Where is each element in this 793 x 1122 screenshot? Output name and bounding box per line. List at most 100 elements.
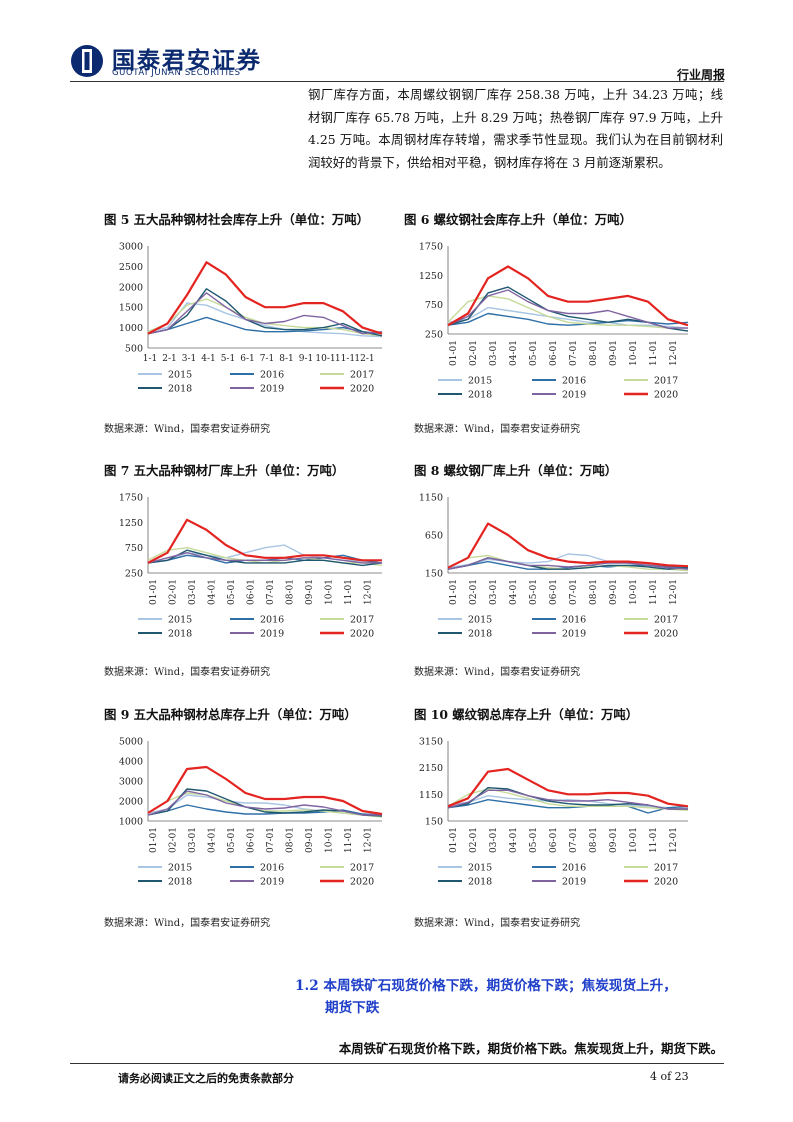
x-tick-label: 11-01 xyxy=(649,827,659,853)
y-tick-label: 1250 xyxy=(419,271,443,282)
legend-label-2019: 2019 xyxy=(562,390,586,401)
legend-label-2020: 2020 xyxy=(654,877,678,888)
x-tick-label: 11-01 xyxy=(649,579,659,605)
y-tick-label: 250 xyxy=(425,330,443,341)
chart-svg: 1750 1250 750 250 01-01 02-01 03-01 04-01 05-01 0… xyxy=(119,493,383,640)
section-heading: 1.2 本周铁矿石现货价格下跌，期货价格下跌；焦炭现货上升， 期货下跌 xyxy=(295,975,725,1019)
series-line-2020 xyxy=(147,765,383,816)
x-tick-label: 02-01 xyxy=(469,827,479,853)
legend-label-2018: 2018 xyxy=(168,877,192,888)
y-tick-label: 2500 xyxy=(119,262,143,273)
chart-svg: 3150 2150 1150 150 01-01 02-01 03-01 04-01 05-01… xyxy=(419,737,689,888)
series-line-2019 xyxy=(447,789,688,810)
x-tick-label: 04-01 xyxy=(208,579,218,605)
x-tick-label: 3-1 xyxy=(182,354,197,364)
figure-9-chart: 5000 4000 3000 2000 1000 01-01 02-01 03-01 04-01… xyxy=(104,731,394,901)
legend-label-2020: 2020 xyxy=(654,390,678,401)
legend-label-2017: 2017 xyxy=(350,615,374,626)
section-heading-line2: 期货下跌 xyxy=(325,1000,380,1016)
y-tick-label: 150 xyxy=(425,817,443,828)
chart-svg: 1150 650 150 01-01 02-01 03-01 04-01 05-01 06-01… xyxy=(419,493,689,640)
y-tick-label: 1750 xyxy=(119,493,143,504)
legend-label-2017: 2017 xyxy=(350,370,374,381)
x-tick-label: 4-1 xyxy=(201,354,216,364)
legend-label-2020: 2020 xyxy=(350,384,374,395)
x-tick-label: 01-01 xyxy=(449,340,459,366)
figure-10-source: 数据来源：Wind，国泰君安证券研究 xyxy=(414,918,581,929)
x-tick-label: 03-01 xyxy=(188,827,198,853)
x-tick-label: 02-01 xyxy=(469,579,479,605)
x-tick-label: 10-01 xyxy=(325,579,335,605)
x-tick-label: 09-01 xyxy=(609,340,619,366)
legend-label-2019: 2019 xyxy=(562,877,586,888)
series-line-2016 xyxy=(147,804,383,816)
y-tick-label: 5000 xyxy=(119,737,143,748)
x-tick-label: 09-01 xyxy=(609,827,619,853)
x-tick-label: 8-1 xyxy=(279,354,294,364)
x-tick-label: 06-01 xyxy=(247,827,257,853)
legend-label-2016: 2016 xyxy=(260,863,284,874)
figure-10-title: 图 10 螺纹钢总库存上升（单位：万吨） xyxy=(414,707,639,722)
x-tick-label: 02-01 xyxy=(169,827,179,853)
section-heading-line1: 1.2 本周铁矿石现货价格下跌，期货价格下跌；焦炭现货上升， xyxy=(295,978,677,994)
x-tick-label: 10-01 xyxy=(325,827,335,853)
x-tick-label: 03-01 xyxy=(188,579,198,605)
series-line-2020 xyxy=(447,265,689,327)
series-line-2017 xyxy=(147,792,383,818)
x-tick-label: 07-01 xyxy=(266,579,276,605)
series-line-2019 xyxy=(147,790,382,816)
y-tick-label: 3000 xyxy=(119,777,143,788)
x-tick-label: 03-01 xyxy=(489,579,499,605)
x-tick-label: 04-01 xyxy=(509,827,519,853)
series-line-2015 xyxy=(447,306,689,329)
legend-label-2018: 2018 xyxy=(468,629,492,640)
series-line-2017 xyxy=(447,788,689,811)
x-tick-label: 08-01 xyxy=(589,340,599,366)
series-line-2020 xyxy=(447,522,689,569)
legend-label-2016: 2016 xyxy=(562,615,586,626)
x-tick-label: 7-1 xyxy=(260,354,275,364)
company-logo-icon xyxy=(71,45,103,77)
y-tick-label: 2000 xyxy=(119,797,143,808)
legend-label-2019: 2019 xyxy=(562,629,586,640)
legend-label-2018: 2018 xyxy=(168,629,192,640)
x-tick-label: 10-1 xyxy=(315,354,335,364)
footer-divider xyxy=(70,1063,724,1064)
x-tick-label: 04-01 xyxy=(509,340,519,366)
page-number: 4 of 23 xyxy=(650,1070,689,1083)
figure-5-title: 图 5 五大品种钢材社会库存上升（单位：万吨） xyxy=(104,212,370,227)
legend-label-2019: 2019 xyxy=(260,384,284,395)
series-line-2019 xyxy=(147,292,383,335)
y-tick-label: 150 xyxy=(425,569,443,580)
y-tick-label: 3150 xyxy=(419,737,443,748)
legend-label-2015: 2015 xyxy=(468,863,492,874)
legend-label-2015: 2015 xyxy=(168,370,192,381)
legend-label-2020: 2020 xyxy=(654,629,678,640)
y-tick-label: 2150 xyxy=(419,763,443,774)
x-tick-label: 6-1 xyxy=(240,354,255,364)
y-tick-label: 1150 xyxy=(419,790,443,801)
figure-6-source: 数据来源：Wind，国泰君安证券研究 xyxy=(414,424,581,435)
legend-label-2016: 2016 xyxy=(562,376,586,387)
legend-label-2017: 2017 xyxy=(350,863,374,874)
report-type: 行业周报 xyxy=(676,68,725,82)
series-line-2020 xyxy=(147,518,382,564)
figure-7-title: 图 7 五大品种钢材厂库上升（单位：万吨） xyxy=(104,463,345,478)
legend-label-2020: 2020 xyxy=(350,877,374,888)
x-tick-label: 04-01 xyxy=(208,827,218,853)
x-tick-label: 05-01 xyxy=(227,827,237,853)
x-tick-label: 11-1 xyxy=(335,354,355,364)
x-tick-label: 12-01 xyxy=(669,579,679,605)
figure-9-title: 图 9 五大品种钢材总库存上升（单位：万吨） xyxy=(104,707,357,722)
series-line-2019 xyxy=(447,289,688,329)
x-tick-label: 10-01 xyxy=(629,340,639,366)
y-tick-label: 650 xyxy=(425,531,443,542)
legend-label-2019: 2019 xyxy=(260,877,284,888)
x-tick-label: 05-01 xyxy=(529,827,539,853)
x-tick-label: 02-01 xyxy=(469,340,479,366)
series-line-2015 xyxy=(447,553,689,569)
legend-label-2015: 2015 xyxy=(468,615,492,626)
body-paragraph: 钢厂库存方面，本周螺纹钢钢厂库存 258.38 万吨，上升 34.23 万吨；线… xyxy=(308,87,723,170)
x-tick-label: 10-01 xyxy=(629,579,639,605)
y-tick-label: 3000 xyxy=(119,242,143,253)
